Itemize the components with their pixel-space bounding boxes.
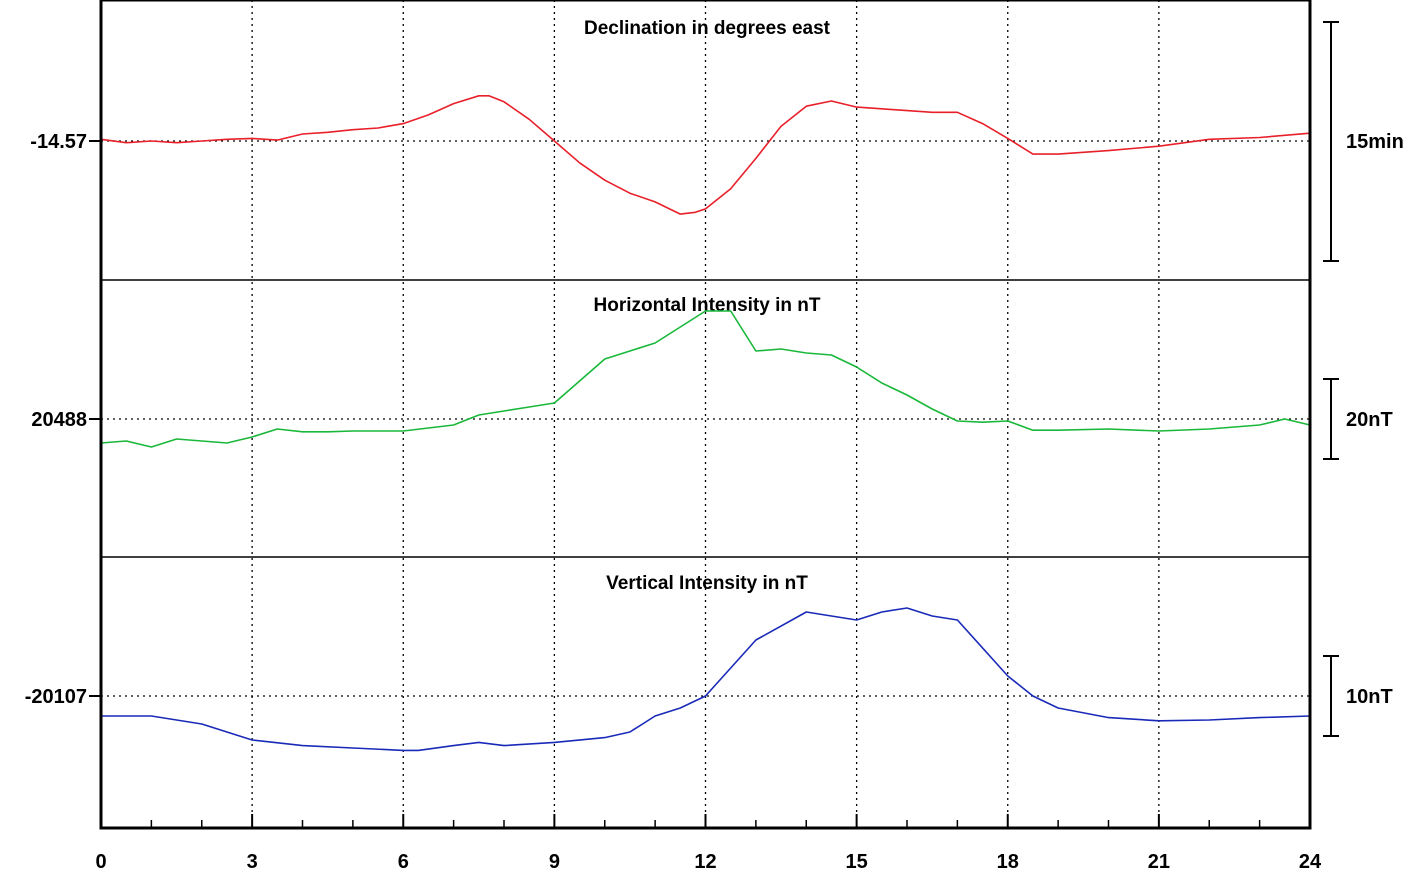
panel-title: Vertical Intensity in nT — [606, 573, 808, 594]
data-series — [100, 310, 1311, 448]
panel-title: Declination in degrees east — [584, 18, 831, 39]
scale-label: 10nT — [1346, 686, 1393, 708]
x-axis: 0 3 6 9 12 15 18 21 24 — [95, 814, 1322, 873]
grid-layer — [251, 0, 1160, 828]
panel: -20107 Vertical Intensity in nT 10nT — [25, 573, 1393, 752]
reference-label: -14.57 — [30, 131, 87, 153]
reference-label: 20488 — [31, 409, 87, 431]
scale-label: 15min — [1346, 131, 1404, 153]
panel-title: Horizontal Intensity in nT — [594, 295, 821, 316]
x-tick-label: 0 — [95, 851, 106, 873]
panel: -14.57 Declination in degrees east 15min — [30, 18, 1404, 262]
data-series — [100, 95, 1311, 215]
x-tick-label: 15 — [846, 851, 868, 873]
scale-label: 20nT — [1346, 409, 1393, 431]
x-tick-label: 21 — [1148, 851, 1170, 873]
x-tick-label: 6 — [398, 851, 409, 873]
panels-layer: -14.57 Declination in degrees east 15min 20… — [25, 18, 1404, 752]
x-tick-label: 3 — [247, 851, 258, 873]
x-tick-label: 12 — [694, 851, 716, 873]
x-tick-label: 24 — [1299, 851, 1322, 873]
data-series — [101, 607, 1311, 752]
panel: 20488 Horizontal Intensity in nT 20nT — [31, 295, 1393, 460]
x-tick-label: 18 — [997, 851, 1019, 873]
reference-label: -20107 — [25, 686, 87, 708]
x-tick-label: 9 — [549, 851, 560, 873]
